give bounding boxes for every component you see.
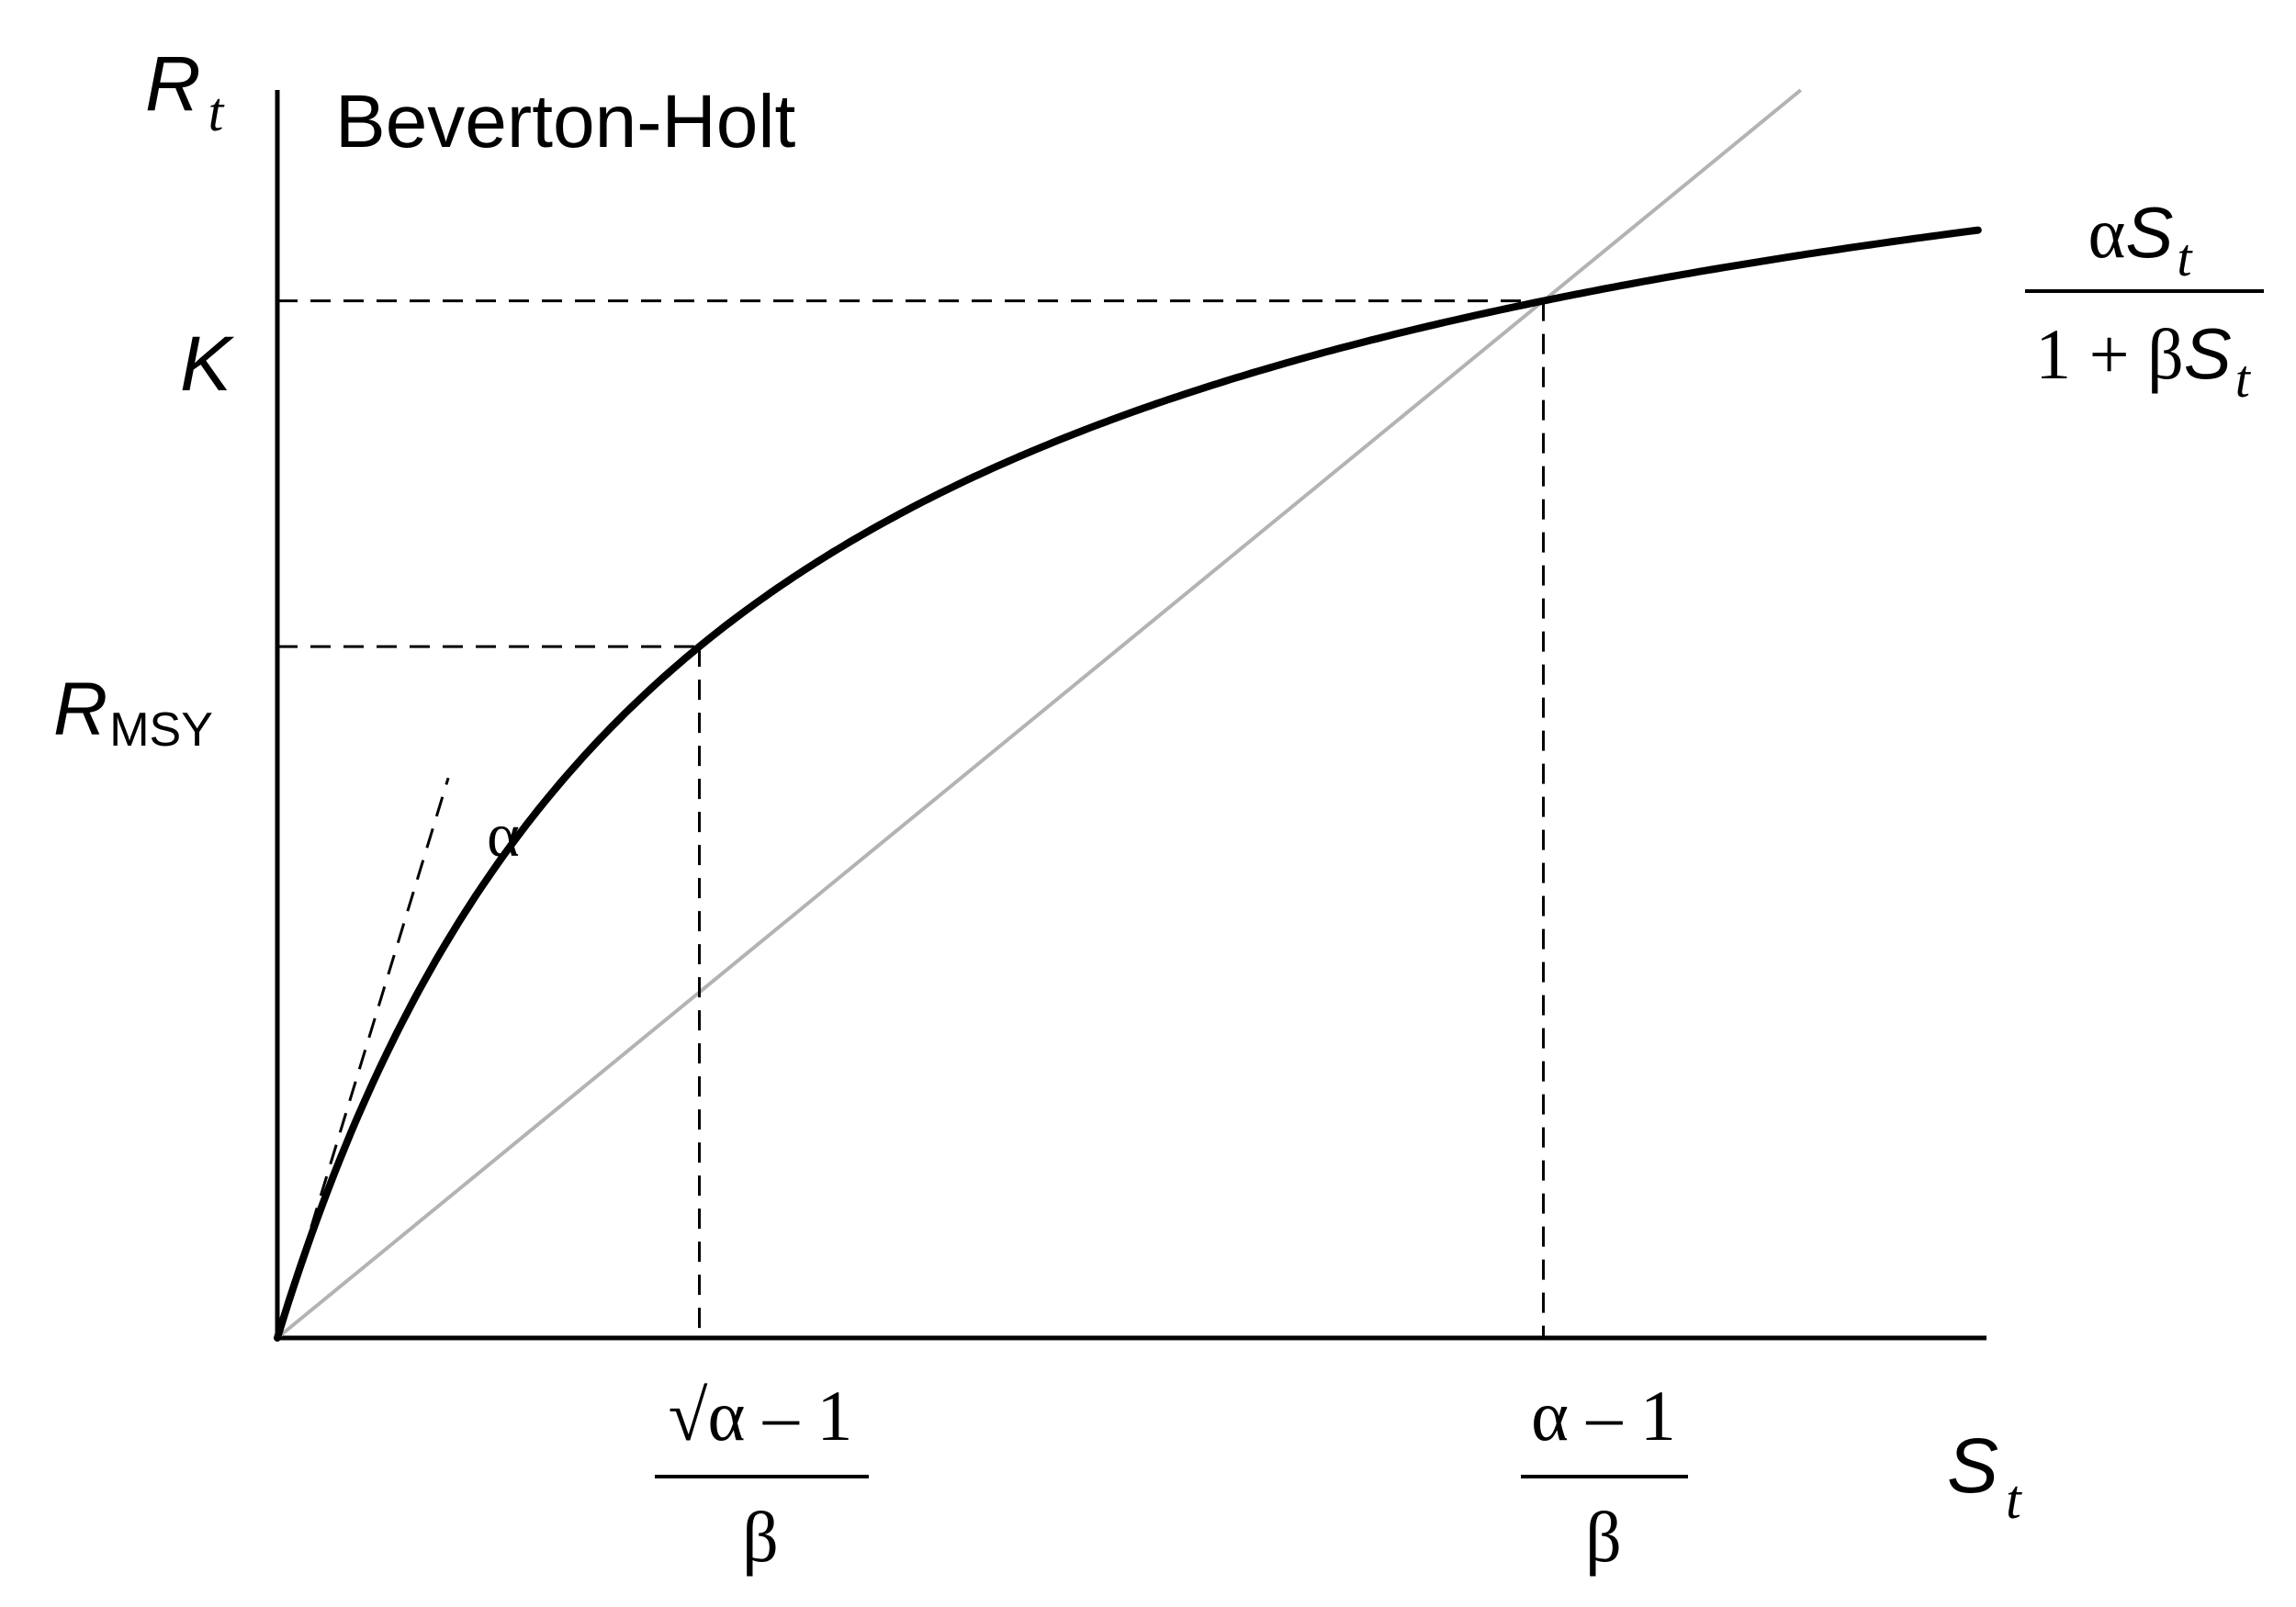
y-tick-k: K: [180, 320, 235, 407]
recruitment-curve: [274, 226, 1982, 1342]
curve-formula: αSt 1 + βSt: [2025, 192, 2264, 409]
y-tick-rmsy: RMSY: [53, 668, 213, 757]
x-tick-equilibrium-denominator: β: [1585, 1497, 1622, 1577]
chart-title: Beverton-Holt: [335, 80, 796, 163]
x-tick-equilibrium-numerator: α – 1: [1531, 1376, 1676, 1455]
replacement-line: [276, 88, 1803, 1340]
formula-denominator: 1 + βSt: [2035, 313, 2252, 409]
x-tick-smsy-denominator: β: [742, 1497, 779, 1577]
formula-numerator: αSt: [2088, 192, 2193, 287]
slope-label: α: [487, 800, 520, 870]
x-tick-smsy: √α – 1 β: [655, 1376, 869, 1577]
initial-slope-tangent: [310, 777, 450, 1228]
x-tick-smsy-numerator: √α – 1: [669, 1376, 853, 1455]
x-tick-equilibrium: α – 1 β: [1521, 1376, 1688, 1577]
